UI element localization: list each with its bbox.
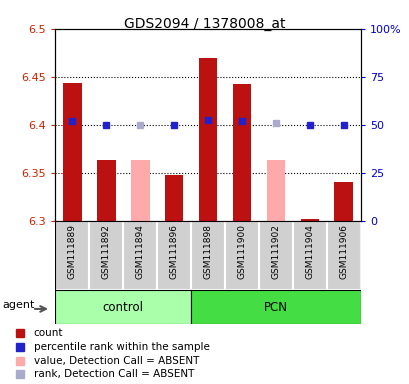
Bar bbox=[191, 290, 360, 324]
Text: GDS2094 / 1378008_at: GDS2094 / 1378008_at bbox=[124, 17, 285, 31]
Text: GSM111904: GSM111904 bbox=[305, 224, 314, 279]
Bar bbox=[55, 290, 191, 324]
Text: rank, Detection Call = ABSENT: rank, Detection Call = ABSENT bbox=[34, 369, 194, 379]
Bar bbox=[97, 160, 115, 221]
Text: control: control bbox=[103, 301, 144, 314]
Text: percentile rank within the sample: percentile rank within the sample bbox=[34, 342, 209, 352]
Text: GSM111894: GSM111894 bbox=[135, 224, 144, 279]
Text: PCN: PCN bbox=[263, 301, 287, 314]
Bar bbox=[326, 221, 360, 290]
Bar bbox=[334, 182, 352, 221]
Text: GSM111902: GSM111902 bbox=[271, 224, 280, 279]
Bar bbox=[130, 160, 149, 221]
Bar bbox=[164, 175, 183, 221]
Bar bbox=[232, 84, 251, 221]
Text: count: count bbox=[34, 328, 63, 338]
Bar bbox=[300, 219, 319, 221]
Bar bbox=[191, 221, 225, 290]
Bar bbox=[258, 221, 292, 290]
Bar bbox=[225, 221, 258, 290]
Bar bbox=[63, 83, 81, 221]
Bar bbox=[157, 221, 191, 290]
Text: GSM111892: GSM111892 bbox=[101, 224, 110, 279]
Text: GSM111898: GSM111898 bbox=[203, 224, 212, 279]
Text: GSM111889: GSM111889 bbox=[67, 224, 76, 279]
Bar bbox=[89, 221, 123, 290]
Bar bbox=[198, 58, 217, 221]
Bar bbox=[123, 221, 157, 290]
Bar bbox=[55, 221, 89, 290]
Text: GSM111896: GSM111896 bbox=[169, 224, 178, 279]
Text: agent: agent bbox=[3, 300, 35, 311]
Text: GSM111906: GSM111906 bbox=[339, 224, 348, 279]
Bar bbox=[266, 160, 285, 221]
Bar bbox=[292, 221, 326, 290]
Text: value, Detection Call = ABSENT: value, Detection Call = ABSENT bbox=[34, 356, 199, 366]
Text: GSM111900: GSM111900 bbox=[237, 224, 246, 279]
